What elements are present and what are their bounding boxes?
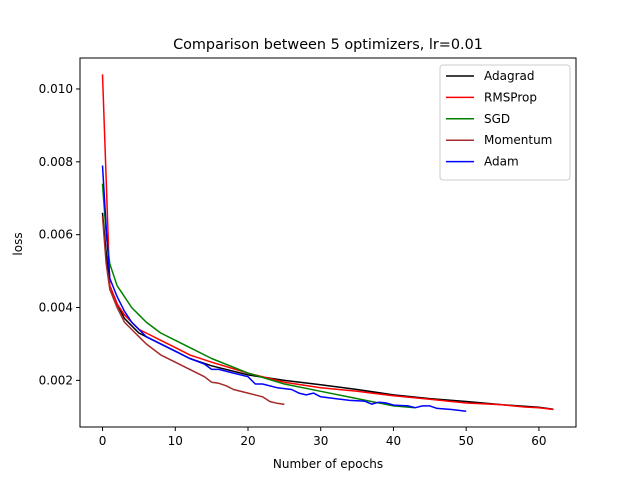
x-tick-label: 10 [168, 434, 183, 448]
x-tick-label: 20 [240, 434, 255, 448]
series-line-sgd [101, 183, 416, 409]
legend-label-adam: Adam [484, 155, 519, 169]
axes-frame [79, 57, 577, 428]
series-line-adam [101, 165, 467, 413]
y-tick-label: 0.002 [39, 373, 73, 387]
y-tick-label: 0.006 [39, 228, 73, 242]
plot-area: 0 10 20 30 40 50 60 0.002 0.004 0.006 0.008 0.010 [39, 74, 554, 448]
legend-label-rmsprop: RMSProp [484, 90, 537, 104]
legend-label-adagrad: Adagrad [484, 69, 535, 83]
y-tick-label: 0.008 [39, 155, 73, 169]
x-tick-label: 40 [386, 434, 401, 448]
legend: Adagrad RMSProp SGD Momentum Adam [439, 64, 571, 181]
series-line-rmsprop [101, 74, 554, 411]
y-tick-label: 0.010 [39, 82, 73, 96]
legend-label-momentum: Momentum [484, 133, 552, 147]
x-tick-label: 60 [531, 434, 546, 448]
x-tick-label: 30 [313, 434, 328, 448]
legend-box [439, 64, 571, 181]
legend-label-sgd: SGD [484, 112, 510, 126]
x-tick-label: 50 [459, 434, 474, 448]
series-line-momentum [101, 216, 285, 406]
x-axis-label: Number of epochs [273, 457, 383, 471]
chart-title: Comparison between 5 optimizers, lr=0.01 [173, 37, 483, 53]
x-tick-label: 0 [99, 434, 107, 448]
y-axis-label: loss [11, 232, 25, 255]
y-tick-label: 0.004 [39, 301, 73, 315]
